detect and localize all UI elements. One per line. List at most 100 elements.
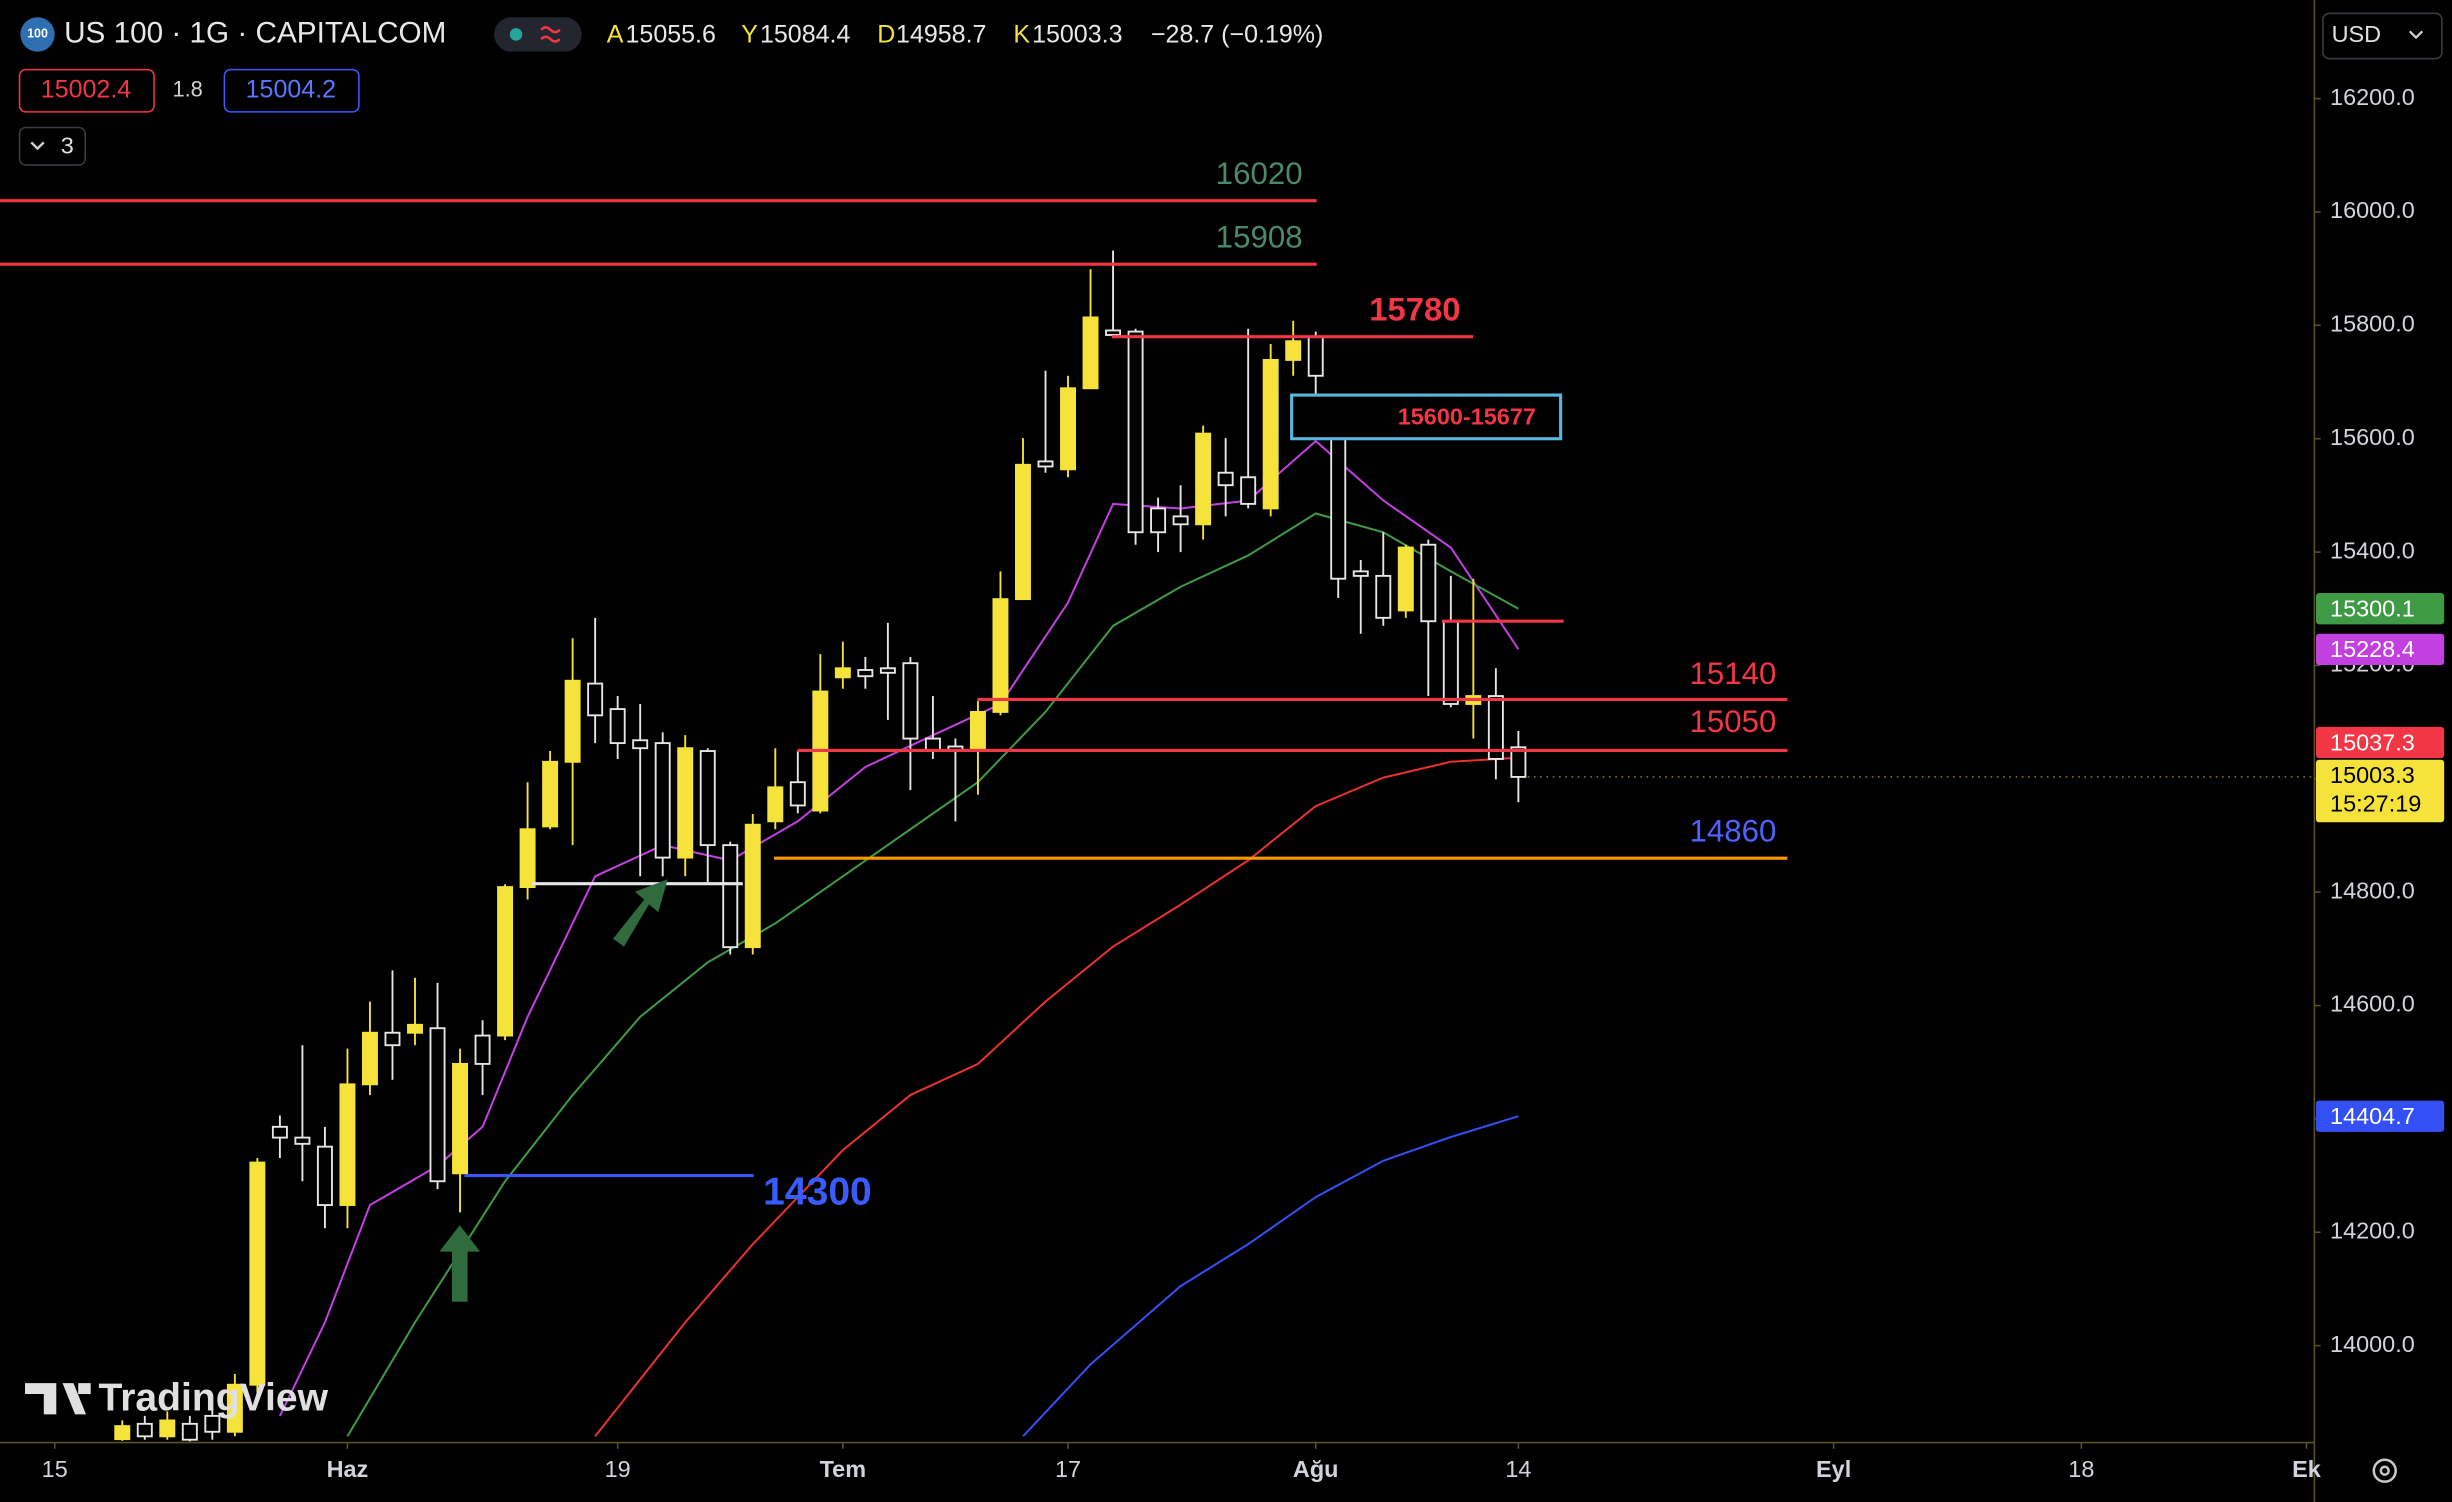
candle-body <box>181 1422 198 1441</box>
price-badge-label: 15300.1 <box>2330 595 2415 621</box>
zone-label: 15600-15677 <box>1398 404 1536 430</box>
candle-body <box>632 739 649 750</box>
price-badge-label: 14404.7 <box>2330 1103 2415 1129</box>
x-tick-label: 19 <box>605 1456 631 1482</box>
diagonal-arrow <box>613 879 668 947</box>
x-tick-label: Eyl <box>1816 1456 1851 1482</box>
candle-body <box>1420 543 1437 623</box>
candle-body <box>789 781 806 807</box>
candle-body <box>384 1031 401 1047</box>
candle-body <box>677 747 694 859</box>
candle-body <box>992 598 1009 713</box>
drawings: 16020 15908 15780 15140 15050 14860 14300 15600… <box>0 156 1788 1214</box>
zone-box <box>1290 393 1563 441</box>
buy-price: 15004.2 <box>246 75 336 103</box>
price-badge-label: 15037.3 <box>2330 729 2415 755</box>
sell-price: 15002.4 <box>41 75 131 103</box>
symbol-logo <box>20 17 55 52</box>
x-tick-label: Haz <box>327 1456 369 1482</box>
sell-button[interactable] <box>18 68 155 113</box>
chevron-icon <box>30 141 45 151</box>
high-value: 15084.4 <box>760 21 850 49</box>
indicator-count: 3 <box>61 132 74 158</box>
price-badge <box>2315 633 2445 665</box>
indicators-toggle[interactable] <box>18 126 87 166</box>
y-tick-label: 14600.0 <box>2330 991 2415 1017</box>
market-status-dot <box>509 28 523 41</box>
candle-body <box>1195 432 1212 526</box>
watermark-logo <box>25 1383 91 1415</box>
candle-body <box>1082 316 1099 390</box>
price-badge <box>2315 593 2445 625</box>
candle-body <box>564 679 581 763</box>
candle-body <box>1487 695 1504 760</box>
candle-body <box>767 786 784 823</box>
close-value: 15003.3 <box>1032 21 1122 49</box>
low-letter: D <box>877 21 895 49</box>
candle-body <box>1262 358 1279 510</box>
candle-body <box>744 823 761 949</box>
candle-body <box>271 1125 288 1139</box>
data-delay-icon <box>540 26 561 43</box>
y-tick-label: 15400.0 <box>2330 537 2415 563</box>
price-badges: 15300.1 15228.4 14404.7 15037.3 15003.315:27… <box>2315 593 2445 1132</box>
candle-body <box>114 1425 131 1441</box>
moving-average <box>346 512 1519 1437</box>
candle-body <box>879 667 896 674</box>
candle-body <box>1127 330 1144 534</box>
candle-body <box>294 1136 311 1145</box>
candle-body <box>452 1062 469 1175</box>
candle-body <box>1172 515 1189 526</box>
up-arrow <box>439 1225 481 1302</box>
candle-body <box>1307 335 1324 377</box>
currency: USD <box>2332 21 2382 47</box>
buy-button[interactable] <box>223 68 360 113</box>
watermark: TradingView <box>25 1377 329 1420</box>
candle-body <box>1240 476 1257 505</box>
candle-body <box>699 750 716 847</box>
settings-icon[interactable] <box>2372 1458 2397 1483</box>
candle-body <box>519 828 536 889</box>
status-pill[interactable] <box>494 17 582 52</box>
y-tick-label: 15600.0 <box>2330 424 2415 450</box>
currency-chevron <box>2409 30 2424 40</box>
candle-body <box>429 1027 446 1183</box>
candle-body <box>1285 340 1302 361</box>
level-label: 15050 <box>1690 704 1777 739</box>
x-tick-label: 14 <box>1505 1456 1531 1482</box>
symbol-title[interactable]: US 100 · 1G · CAPITALCOM <box>64 16 446 49</box>
open-letter: A <box>607 21 624 49</box>
time-axis: 15 Haz 19 Tem 17 Ağu 14 Eyl 18 Ek <box>42 1442 2322 1482</box>
candle-body <box>857 669 874 678</box>
candle-body <box>1060 387 1076 471</box>
candle-body <box>497 886 514 1037</box>
candle-body <box>1037 460 1054 468</box>
currency-dropdown[interactable] <box>2322 12 2443 60</box>
candle-body <box>339 1083 356 1206</box>
x-tick-label: Ek <box>2292 1456 2322 1482</box>
y-tick-label: 14200.0 <box>2330 1217 2415 1243</box>
y-tick-label: 16000.0 <box>2330 197 2415 223</box>
arrows <box>439 879 668 1302</box>
moving-average <box>594 756 1519 1437</box>
x-tick-label: Tem <box>820 1456 866 1482</box>
y-tick-label: 14000.0 <box>2330 1331 2415 1357</box>
level-label: 15908 <box>1216 219 1303 254</box>
candle-body <box>136 1422 153 1438</box>
symbol-logo-text: 100 <box>27 27 48 41</box>
level-label: 15780 <box>1369 290 1460 327</box>
candle-body <box>609 708 626 745</box>
candle-body <box>226 1383 243 1433</box>
x-tick-label: Ağu <box>1293 1456 1339 1482</box>
x-tick-label: 17 <box>1055 1456 1081 1482</box>
close-letter: K <box>1013 21 1030 49</box>
candle-body <box>474 1034 491 1065</box>
countdown-label: 15:27:19 <box>2330 790 2421 816</box>
x-tick-label: 18 <box>2068 1456 2094 1482</box>
candle-body <box>1330 437 1347 580</box>
candle-body <box>1352 570 1369 577</box>
price-badge <box>2315 726 2445 759</box>
candle-body <box>1150 507 1167 534</box>
candle-body <box>1375 574 1392 619</box>
